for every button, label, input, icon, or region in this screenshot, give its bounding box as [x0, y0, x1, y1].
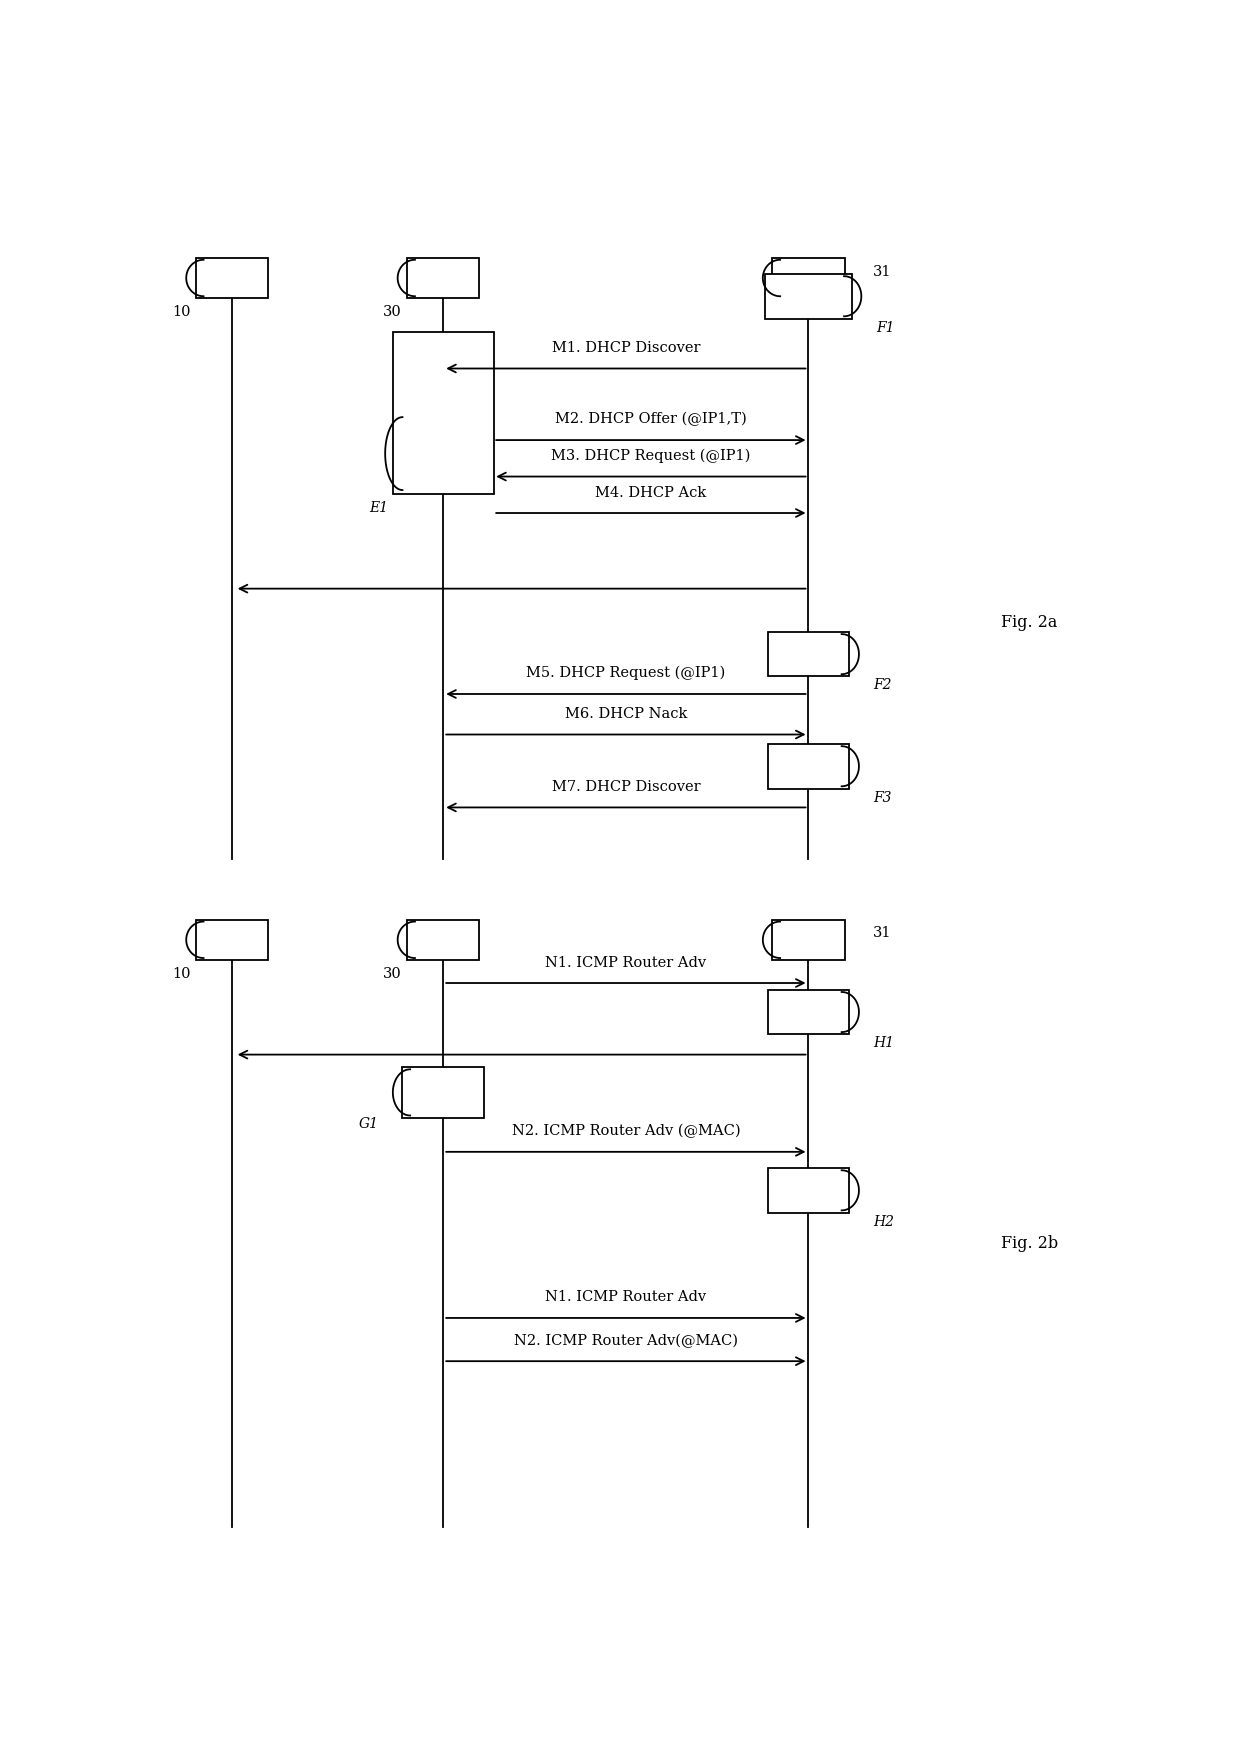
Text: M5. DHCP Request (@IP1): M5. DHCP Request (@IP1) [526, 667, 725, 681]
Text: 10: 10 [172, 966, 190, 980]
Text: 31: 31 [873, 926, 892, 940]
Text: M3. DHCP Request (@IP1): M3. DHCP Request (@IP1) [552, 449, 750, 463]
Text: F2: F2 [873, 679, 892, 693]
Bar [765, 274, 852, 319]
Text: M4. DHCP Ack: M4. DHCP Ack [595, 486, 707, 500]
Text: Exp: Exp [795, 647, 822, 661]
Bar [768, 1168, 849, 1212]
Text: Stop: Stop [791, 1184, 826, 1198]
Text: Rq @: Rq @ [789, 759, 828, 774]
Bar [196, 258, 268, 298]
Text: H1: H1 [873, 1037, 894, 1051]
Text: Ver: Ver [430, 405, 456, 421]
Text: Rq @: Rq @ [789, 289, 828, 303]
Text: 30: 30 [383, 305, 402, 319]
Text: N2. ICMP Router Adv (@MAC): N2. ICMP Router Adv (@MAC) [512, 1124, 740, 1138]
Text: 30: 30 [383, 966, 402, 980]
Text: 31: 31 [873, 265, 892, 279]
Bar [196, 919, 268, 959]
Text: N1. ICMP Router Adv: N1. ICMP Router Adv [546, 956, 707, 970]
Bar [407, 258, 480, 298]
Text: Ver: Ver [430, 1086, 456, 1100]
Text: Fig. 2a: Fig. 2a [1001, 614, 1056, 631]
Text: H2: H2 [873, 1214, 894, 1228]
Bar [407, 919, 480, 959]
Text: M1. DHCP Discover: M1. DHCP Discover [552, 340, 701, 354]
Bar [773, 919, 844, 959]
Bar [773, 258, 844, 298]
Text: @ IP: @ IP [791, 1005, 826, 1019]
Bar [768, 989, 849, 1035]
Bar [768, 631, 849, 677]
Text: M6. DHCP Nack: M6. DHCP Nack [564, 707, 687, 721]
Text: G1: G1 [358, 1117, 378, 1131]
Text: E1: E1 [370, 502, 388, 516]
Text: M2. DHCP Offer (@IP1,T): M2. DHCP Offer (@IP1,T) [556, 412, 746, 426]
Text: 10: 10 [172, 305, 190, 319]
Text: F1: F1 [875, 321, 894, 335]
Text: N2. ICMP Router Adv(@MAC): N2. ICMP Router Adv(@MAC) [513, 1333, 738, 1347]
Text: Fig. 2b: Fig. 2b [1001, 1235, 1058, 1252]
Bar [403, 1066, 484, 1117]
Text: N1. ICMP Router Adv: N1. ICMP Router Adv [546, 1291, 707, 1305]
Bar [768, 744, 849, 789]
Text: F3: F3 [873, 791, 892, 805]
Bar [393, 332, 494, 495]
Text: M7. DHCP Discover: M7. DHCP Discover [552, 781, 701, 795]
